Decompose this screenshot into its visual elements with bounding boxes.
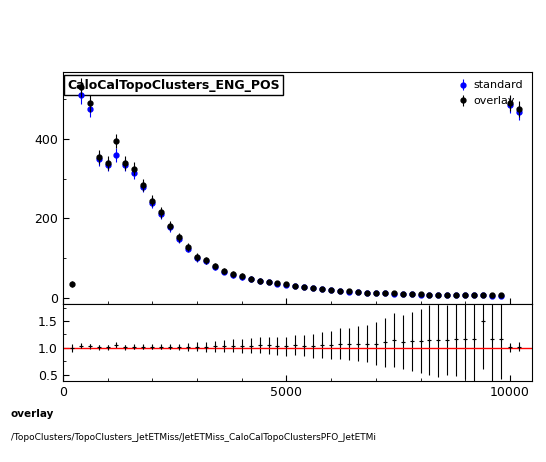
- Text: overlay: overlay: [11, 409, 54, 419]
- Text: /TopoClusters/TopoClusters_JetETMiss/JetETMiss_CaloCalTopoClustersPFO_JetETMi: /TopoClusters/TopoClusters_JetETMiss/Jet…: [11, 433, 376, 442]
- Text: CaloCalTopoClusters_ENG_POS: CaloCalTopoClusters_ENG_POS: [68, 79, 280, 91]
- Legend: standard, overlay: standard, overlay: [453, 77, 527, 109]
